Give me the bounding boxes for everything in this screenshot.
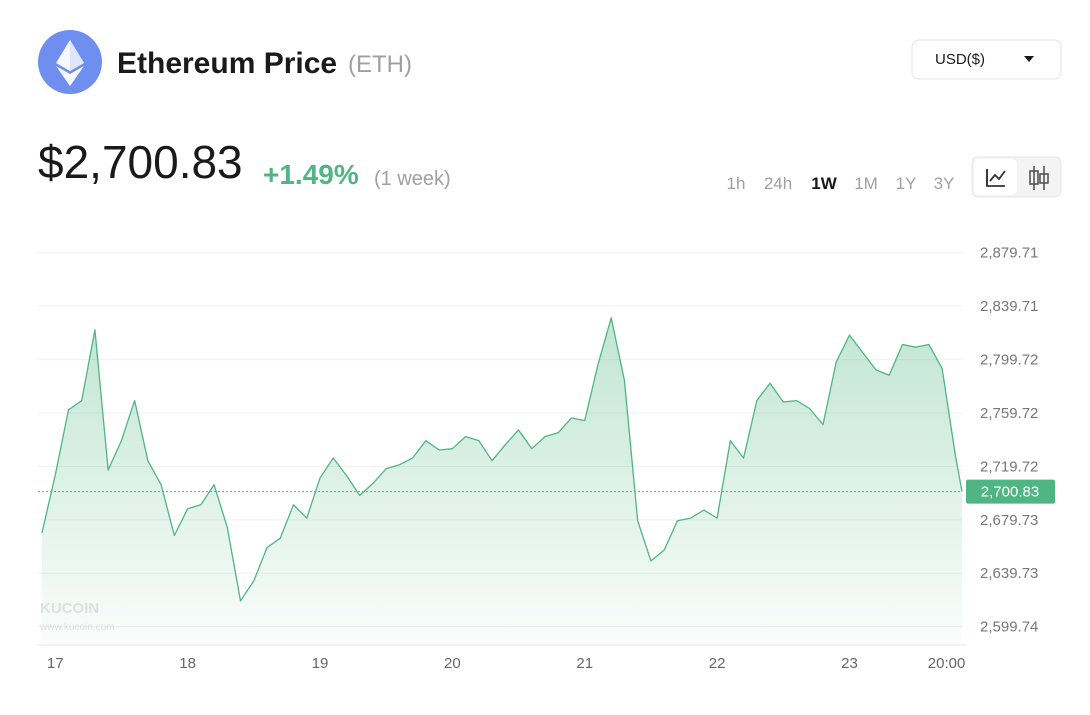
- area: [41, 317, 963, 645]
- watermark-url: www.kucoin.com: [39, 622, 114, 633]
- currency-select[interactable]: [911, 39, 1062, 80]
- watermark: KUCOIN www.kucoin.com: [39, 600, 114, 633]
- timeframe[interactable]: 1Y: [896, 174, 917, 193]
- line-icon-path: [989, 170, 1006, 182]
- x-tick-label: 19: [312, 655, 329, 672]
- x-tick-label: 22: [709, 655, 726, 672]
- y-tick-label: 2,639.73: [980, 565, 1038, 582]
- price-change: +1.49%: [263, 159, 359, 190]
- y-tick-label: 2,719.72: [980, 458, 1038, 475]
- last-price-label: 2,700.83: [981, 484, 1039, 501]
- timeframe[interactable]: 3Y: [934, 174, 955, 193]
- y-tick-label: 2,799.72: [980, 352, 1038, 369]
- x-tick-label: 23: [841, 655, 858, 672]
- timeframe[interactable]: 24h: [764, 174, 792, 193]
- x-tick-label: 18: [179, 655, 196, 672]
- candle-chart-button[interactable]: [1029, 166, 1049, 190]
- price-line: [41, 317, 963, 602]
- y-tick-label: 2,599.74: [980, 619, 1038, 636]
- last-price-tag: [966, 479, 1055, 504]
- y-tick-label: 2,879.71: [980, 245, 1038, 262]
- eth-logo-mark: [56, 40, 84, 86]
- currency-label: USD($): [935, 51, 985, 68]
- change-period: (1 week): [374, 168, 451, 190]
- timeframe[interactable]: 1M: [854, 174, 878, 193]
- x-tick-label: 20:00: [928, 655, 966, 672]
- x-tick-label: 17: [47, 655, 64, 672]
- timeframe[interactable]: 1h: [727, 174, 746, 193]
- price: $2,700.83: [38, 136, 243, 188]
- symbol: (ETH): [348, 51, 412, 78]
- dropdown-caret: [1024, 56, 1034, 62]
- watermark-brand: KUCOIN: [40, 600, 99, 617]
- timeframes: 1h 24h 1W 1M 1Y 3Y: [727, 174, 955, 193]
- y-tick-label: 2,839.71: [980, 298, 1038, 315]
- timeframe[interactable]: 1W: [811, 174, 837, 193]
- line-icon-axis: [986, 170, 1005, 187]
- y-tick-label: 2,759.72: [980, 405, 1038, 422]
- line-chart-button[interactable]: [974, 159, 1017, 195]
- y-tick-label: 2,679.73: [980, 512, 1038, 529]
- x-tick-label: 20: [444, 655, 461, 672]
- title: Ethereum Price: [117, 47, 337, 80]
- x-tick-label: 21: [576, 655, 593, 672]
